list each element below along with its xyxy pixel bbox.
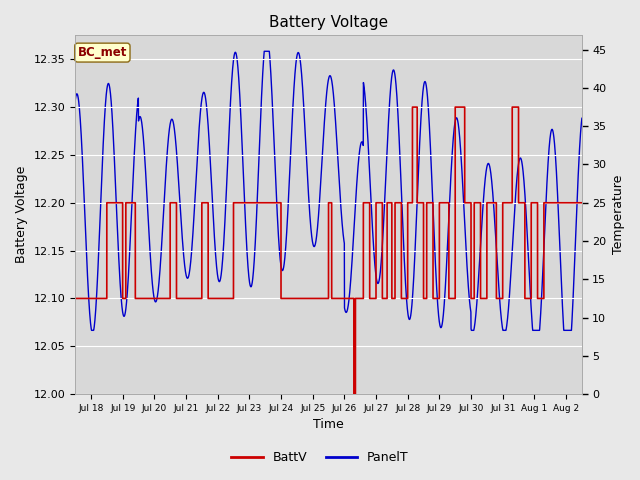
Y-axis label: Battery Voltage: Battery Voltage — [15, 166, 28, 264]
Legend: BattV, PanelT: BattV, PanelT — [227, 446, 413, 469]
Title: Battery Voltage: Battery Voltage — [269, 15, 388, 30]
Text: BC_met: BC_met — [77, 46, 127, 59]
X-axis label: Time: Time — [313, 419, 344, 432]
Y-axis label: Temperature: Temperature — [612, 175, 625, 254]
